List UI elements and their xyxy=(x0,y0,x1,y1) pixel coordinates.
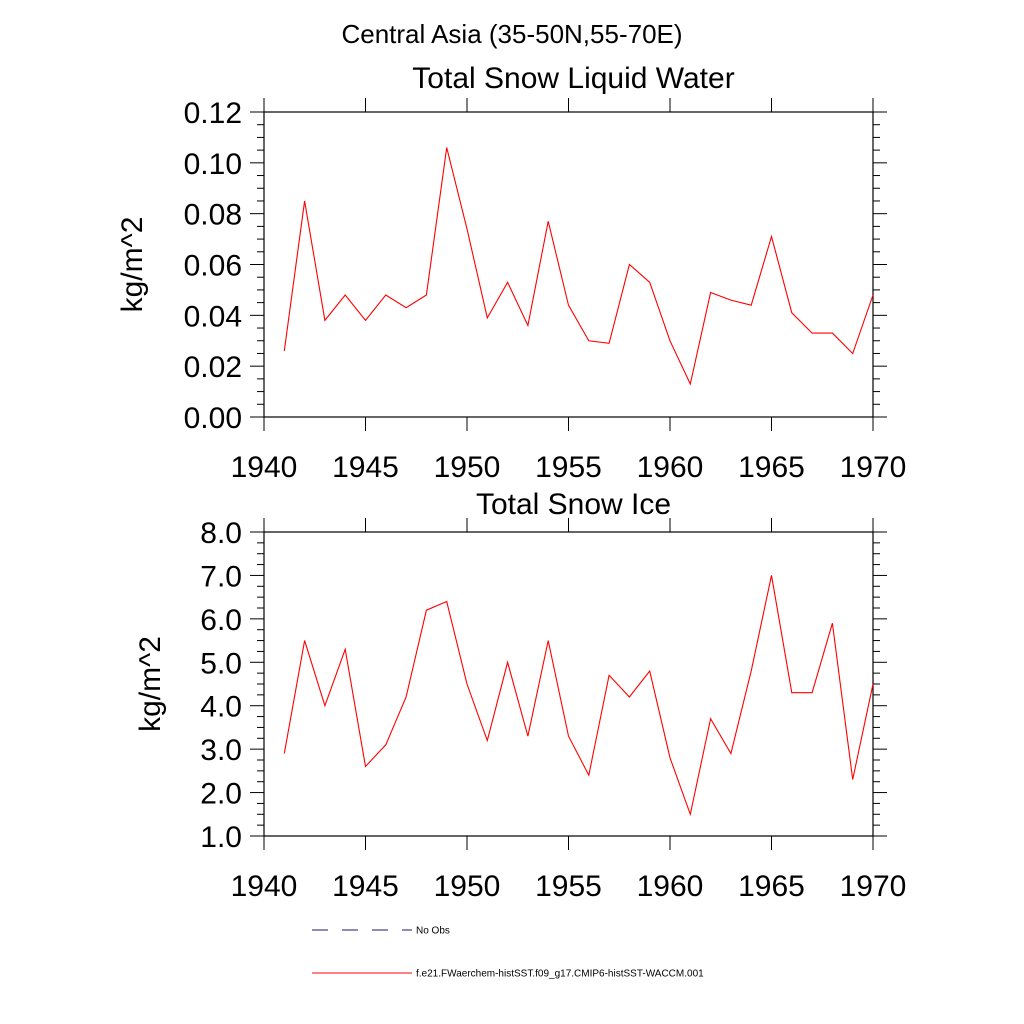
y-tick-label: 0.08 xyxy=(184,199,242,232)
plot-frame xyxy=(263,111,874,418)
y-tick-label: 1.0 xyxy=(200,821,242,854)
x-tick-label: 1970 xyxy=(840,870,907,903)
panel-title: Total Snow Ice xyxy=(476,488,671,521)
y-tick-label: 7.0 xyxy=(200,560,242,593)
legend-label-2: f.e21.FWaerchem-histSST.f09_g17.CMIP6-hi… xyxy=(416,969,704,980)
x-tick-label: 1960 xyxy=(637,870,704,903)
y-tick-label: 8.0 xyxy=(200,517,242,550)
plot-frame xyxy=(263,531,874,837)
y-tick-label: 0.02 xyxy=(184,351,242,384)
x-tick-label: 1960 xyxy=(637,451,704,484)
y-tick-label: 0.10 xyxy=(184,148,242,181)
x-tick-label: 1970 xyxy=(840,451,907,484)
y-tick-label: 5.0 xyxy=(200,647,242,680)
panel-2: Total Snow Ice 1940 1945 1950 1955 1960 1965 19… xyxy=(134,488,906,903)
legend-label-1: No Obs xyxy=(416,926,450,937)
y-tick-label: 0.00 xyxy=(184,402,242,435)
x-tick-label: 1950 xyxy=(434,870,501,903)
y-axis-label: kg/m^2 xyxy=(134,636,167,732)
y-axis-label: kg/m^2 xyxy=(116,217,149,313)
x-tick-label: 1940 xyxy=(231,870,298,903)
panel-title: Total Snow Liquid Water xyxy=(412,62,734,95)
x-tick-label: 1965 xyxy=(738,870,805,903)
y-tick-label: 0.04 xyxy=(184,300,242,333)
y-tick-label: 3.0 xyxy=(200,734,242,767)
x-tick-label: 1955 xyxy=(535,451,602,484)
x-tick-label: 1940 xyxy=(231,451,298,484)
y-tick-label: 6.0 xyxy=(200,604,242,637)
x-tick-label: 1950 xyxy=(434,451,501,484)
y-tick-label: 0.06 xyxy=(184,250,242,283)
x-tick-label: 1965 xyxy=(738,451,805,484)
series-line-1 xyxy=(283,575,874,817)
y-tick-label: 0.12 xyxy=(184,97,242,130)
legend: No Obs f.e21.FWaerchem-histSST.f09_g17.CM… xyxy=(312,926,704,980)
x-tick-label: 1945 xyxy=(332,870,399,903)
panel-1: Total Snow Liquid Water 1940 1945 1950 1955 1… xyxy=(116,62,906,484)
y-tick-label: 4.0 xyxy=(200,691,242,724)
x-tick-label: 1945 xyxy=(332,451,399,484)
y-tick-label: 2.0 xyxy=(200,778,242,811)
x-tick-label: 1955 xyxy=(535,870,602,903)
series-line-1 xyxy=(283,147,874,386)
figure-suptitle: Central Asia (35-50N,55-70E) xyxy=(341,19,682,49)
